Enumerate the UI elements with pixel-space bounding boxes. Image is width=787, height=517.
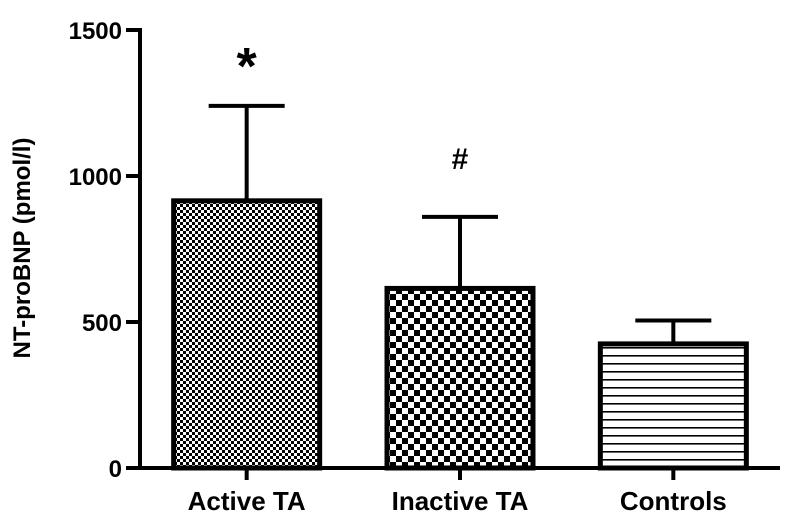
y-tick-label: 1000 [69, 164, 122, 191]
x-tick-label: Controls [620, 486, 727, 516]
annotations: *# [237, 38, 469, 176]
bar [171, 198, 323, 471]
y-tick-label: 1500 [69, 18, 122, 45]
y-tick-label: 0 [109, 456, 122, 483]
bars [171, 198, 749, 471]
bar [384, 285, 536, 471]
x-tick-label: Inactive TA [392, 486, 529, 516]
y-tick-label: 500 [82, 310, 122, 337]
bar [597, 341, 749, 471]
error-bars [208, 103, 712, 344]
y-axis-title: NT-proBNP (pmol/l) [9, 138, 36, 359]
significance-marker: # [452, 143, 469, 176]
y-ticks: 0 500 1000 1500 [69, 18, 140, 483]
significance-marker: * [237, 38, 258, 96]
x-labels: Active TA Inactive TA Controls [188, 468, 727, 516]
x-tick-label: Active TA [188, 486, 306, 516]
